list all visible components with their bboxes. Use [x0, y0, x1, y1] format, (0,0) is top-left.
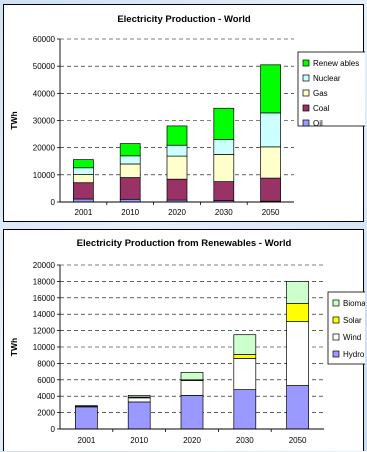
y-tick-label: 50000 [33, 62, 56, 71]
y-axis-title: TWh [9, 338, 19, 356]
legend-label: Wind [343, 333, 361, 342]
x-tick-label: 2010 [121, 208, 139, 217]
bar-segment-wind [287, 322, 309, 386]
legend-swatch [303, 75, 309, 81]
bar-segment-nuclear [73, 168, 93, 175]
bar-segment-hydro [234, 390, 256, 429]
bar-segment-coal [261, 178, 281, 201]
y-tick-label: 60000 [33, 35, 56, 44]
y-tick-label: 14000 [33, 310, 56, 319]
y-tick-label: 0 [51, 425, 56, 434]
chart-world-production: Electricity Production - World 0 10000 2000… [4, 5, 365, 223]
bar-segment-nuclear [120, 156, 140, 164]
bar-segment-biomass [128, 395, 150, 397]
bar-segment-coal [120, 178, 140, 200]
bar-segment-hydro [181, 395, 203, 429]
x-tick-label: 2030 [236, 436, 254, 445]
bar-segment-biomass [181, 372, 203, 379]
y-tick-label: 40000 [33, 89, 56, 98]
legend-label: Renew ables [313, 59, 359, 68]
bar-segment-coal [214, 182, 234, 201]
y-tick-label: 16000 [33, 294, 56, 303]
bar-segment-hydro [287, 386, 309, 429]
y-tick-label: 10000 [33, 343, 56, 352]
bar-segment-nuclear [167, 145, 187, 156]
legend-swatch [303, 90, 309, 96]
legend-label: Oil [313, 119, 323, 128]
bar-segment-gas [261, 147, 281, 178]
bar-segment-biomass [287, 281, 309, 303]
bar-segment-renewables [167, 126, 187, 145]
legend-swatch [303, 60, 309, 66]
bar-segment-wind [128, 398, 150, 402]
y-tick-label: 12000 [33, 327, 56, 336]
chart-title: Electricity Production - World [117, 14, 251, 25]
y-tick-label: 30000 [33, 117, 56, 126]
bar-segment-gas [73, 175, 93, 183]
legend-swatch [333, 300, 339, 306]
bar-segment-renewables [214, 108, 234, 139]
bar-segment-hydro [128, 402, 150, 429]
legend-label: Solar [343, 316, 362, 325]
x-tick-label: 2020 [168, 208, 186, 217]
chart-panel-renewables-production: Electricity Production from Renewables -… [3, 229, 364, 451]
bar-segment-solar [234, 354, 256, 358]
x-tick-label: 2020 [183, 436, 201, 445]
bar-segment-nuclear [261, 113, 281, 147]
y-tick-label: 20000 [33, 261, 56, 270]
legend-swatch [333, 351, 339, 357]
legend-label: Gas [313, 89, 328, 98]
bar-segment-hydro [75, 407, 97, 429]
bar-segment-gas [167, 156, 187, 179]
y-tick-label: 4000 [37, 392, 55, 401]
bar-segment-solar [287, 304, 309, 322]
x-tick-label: 2030 [215, 208, 233, 217]
legend-swatch [333, 317, 339, 323]
legend-label: Nuclear [313, 74, 341, 83]
bar-segment-nuclear [214, 140, 234, 155]
y-tick-label: 20000 [33, 144, 56, 153]
chart-title: Electricity Production from Renewables -… [77, 238, 292, 249]
y-tick-label: 10000 [33, 171, 56, 180]
bar-segment-coal [73, 183, 93, 199]
y-axis-title: TWh [9, 111, 19, 129]
legend-label: Hydro [343, 350, 365, 359]
bar-segment-wind [181, 381, 203, 396]
bar-segment-gas [214, 154, 234, 181]
x-tick-label: 2010 [130, 436, 148, 445]
y-tick-label: 6000 [37, 376, 55, 385]
bar-segment-gas [120, 164, 140, 178]
legend-label: Biomass [343, 299, 365, 308]
chart-panel-world-production: Electricity Production - World 0 10000 2000… [3, 4, 364, 222]
bar-segment-biomass [234, 335, 256, 355]
y-tick-label: 2000 [37, 409, 55, 418]
y-tick-label: 18000 [33, 277, 56, 286]
y-tick-label: 0 [51, 198, 56, 207]
legend-swatch [303, 105, 309, 111]
x-tick-label: 2050 [262, 208, 280, 217]
bar-segment-biomass [75, 406, 97, 407]
y-tick-label: 8000 [37, 359, 55, 368]
x-tick-label: 2001 [78, 436, 96, 445]
legend-swatch [303, 120, 309, 126]
x-tick-label: 2001 [75, 208, 93, 217]
bar-segment-renewables [120, 144, 140, 156]
x-tick-label: 2050 [289, 436, 307, 445]
legend-swatch [333, 334, 339, 340]
chart-renewables-production: Electricity Production from Renewables -… [4, 230, 365, 452]
legend-label: Coal [313, 104, 330, 113]
bar-segment-coal [167, 179, 187, 200]
bar-segment-renewables [261, 65, 281, 113]
bar-segment-wind [234, 358, 256, 389]
bar-segment-renewables [73, 160, 93, 168]
